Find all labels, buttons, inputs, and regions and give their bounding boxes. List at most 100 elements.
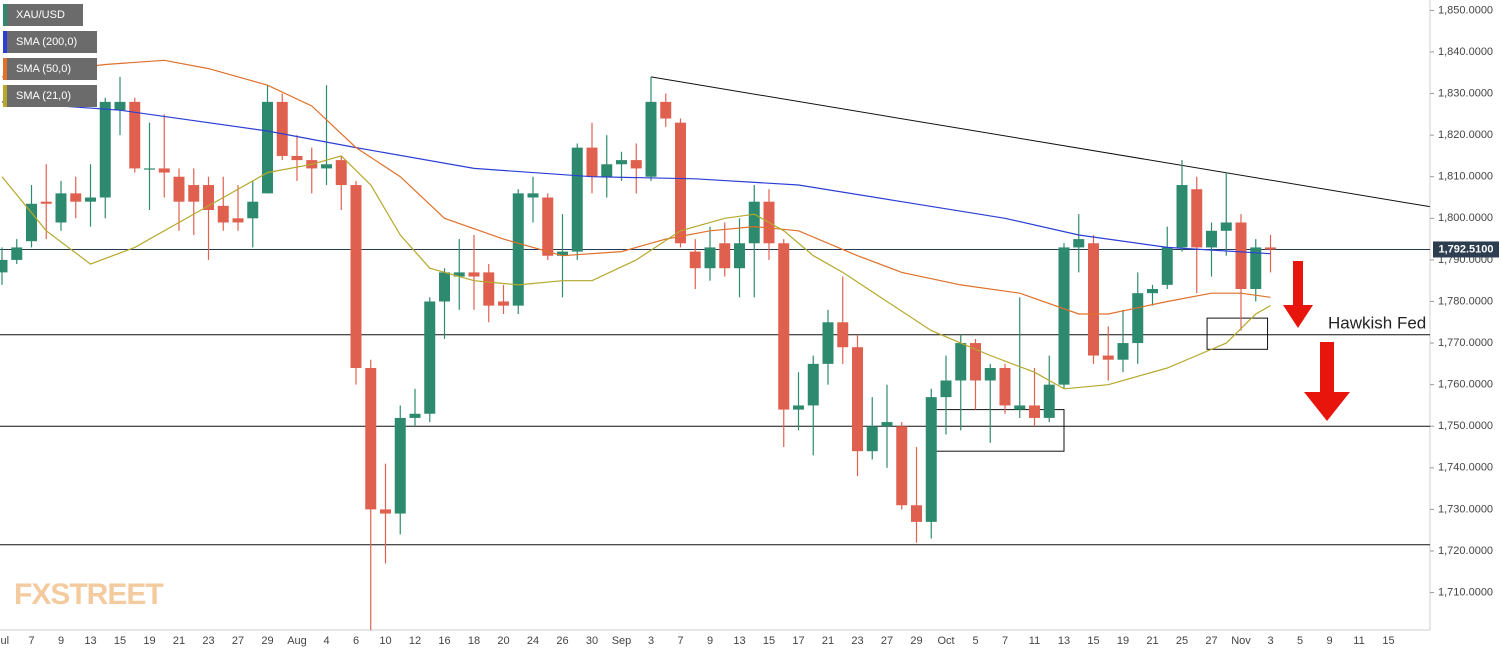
- candle-body: [409, 413, 421, 418]
- candle-body: [114, 101, 126, 111]
- arrows: [1283, 261, 1350, 421]
- x-tick-label: Jul: [0, 635, 9, 647]
- grid-layer: 1,710.0000 1,720.0000 1,730.0000 1,740.0000…: [0, 4, 1493, 647]
- candle-body: [232, 218, 244, 223]
- candle-body: [1029, 405, 1040, 418]
- x-tick-label: 26: [556, 635, 568, 647]
- x-tick-label: 13: [1058, 635, 1070, 647]
- x-tick-label: 19: [1117, 635, 1129, 647]
- x-tick-label: 21: [173, 635, 185, 647]
- candle-body: [1147, 289, 1158, 294]
- candle-body: [925, 397, 937, 522]
- candle-body: [55, 193, 67, 223]
- candle-body: [468, 272, 480, 277]
- x-tick-label: 13: [84, 635, 96, 647]
- candle-body: [601, 164, 613, 177]
- candle-body: [586, 147, 598, 177]
- candle-body: [217, 205, 229, 223]
- legend-box: [3, 4, 83, 26]
- candle-body: [630, 160, 642, 169]
- candle-body: [866, 426, 878, 452]
- x-tick-label: 27: [1205, 635, 1217, 647]
- x-tick-label: Oct: [937, 635, 954, 647]
- y-tick-label: 1,850.0000: [1438, 4, 1493, 16]
- candle-body: [984, 368, 996, 381]
- y-tick-label: 1,740.0000: [1438, 462, 1493, 474]
- y-tick-label: 1,780.0000: [1438, 295, 1493, 307]
- x-tick-label: 21: [1146, 635, 1158, 647]
- x-tick-label: 23: [851, 635, 863, 647]
- x-tick-label: 9: [58, 635, 64, 647]
- x-tick-label: Aug: [287, 635, 307, 647]
- candle-body: [40, 201, 52, 204]
- candle-body: [70, 193, 82, 202]
- candle-body: [350, 185, 362, 369]
- x-tick-label: 21: [822, 635, 834, 647]
- candle-body: [262, 101, 273, 194]
- x-tick-label: 7: [677, 635, 683, 647]
- arrow-head: [1304, 392, 1350, 421]
- candle-body: [660, 101, 672, 119]
- x-tick-label: 15: [1087, 635, 1099, 647]
- legend-label: SMA (200,0): [16, 36, 77, 48]
- y-tick-label: 1,830.0000: [1438, 87, 1493, 99]
- candle-body: [557, 251, 568, 256]
- x-tick-label: Sep: [612, 635, 632, 647]
- candle-body: [616, 160, 627, 165]
- legend-swatch: [3, 31, 7, 53]
- candle-body: [822, 322, 834, 364]
- sma-line: [1, 101, 1271, 255]
- y-tick-label: 1,720.0000: [1438, 545, 1493, 557]
- x-tick-label: 24: [527, 635, 539, 647]
- legend-box: [3, 85, 97, 107]
- candle-body: [453, 272, 465, 277]
- x-tick-label: 13: [733, 635, 745, 647]
- highlight-box: [1206, 317, 1269, 350]
- candle-body: [424, 301, 436, 414]
- x-tick-label: 29: [261, 635, 273, 647]
- x-tick-label: 5: [1297, 635, 1303, 647]
- legend-swatch: [3, 85, 7, 107]
- candle-body: [1191, 189, 1203, 248]
- candle-body: [144, 168, 155, 170]
- candle-body: [129, 101, 141, 169]
- x-tick-label: 17: [792, 635, 804, 647]
- y-tick-label: 1,800.0000: [1438, 212, 1493, 224]
- x-tick-label: 3: [1267, 635, 1273, 647]
- candle-body: [704, 247, 716, 269]
- x-tick-label: 15: [114, 635, 126, 647]
- x-tick-label: 23: [202, 635, 214, 647]
- candle-body: [1088, 243, 1099, 356]
- candle-body: [807, 363, 819, 406]
- candle-body: [512, 193, 524, 306]
- candle-body: [1206, 230, 1217, 248]
- candle-body: [1058, 247, 1070, 385]
- candle-body: [247, 201, 259, 219]
- candle-body: [527, 193, 539, 198]
- x-tick-label: 20: [497, 635, 509, 647]
- arrow-head: [1283, 305, 1313, 328]
- candle-body: [394, 417, 406, 514]
- legend-label: SMA (50,0): [16, 63, 71, 75]
- x-tick-label: 10: [379, 635, 391, 647]
- candle-body: [188, 185, 200, 202]
- candle-body: [1102, 355, 1114, 360]
- candle-body: [970, 343, 981, 381]
- y-tick-label: 1,760.0000: [1438, 379, 1493, 391]
- candle-body: [1176, 185, 1188, 248]
- candle-body: [999, 368, 1011, 406]
- candle-body: [1117, 343, 1129, 360]
- y-tick-label: 1,750.0000: [1438, 420, 1493, 432]
- legend-swatch: [3, 58, 7, 80]
- candle-body: [1073, 239, 1085, 248]
- x-tick-label: 3: [648, 635, 654, 647]
- candle-body: [793, 405, 804, 410]
- y-tick-label: 1,730.0000: [1438, 503, 1493, 515]
- candle-body: [203, 185, 214, 210]
- x-tick-label: 7: [1002, 635, 1008, 647]
- candle-body: [1235, 222, 1247, 290]
- y-tick-label: 1,820.0000: [1438, 129, 1493, 141]
- candle-body: [11, 247, 23, 260]
